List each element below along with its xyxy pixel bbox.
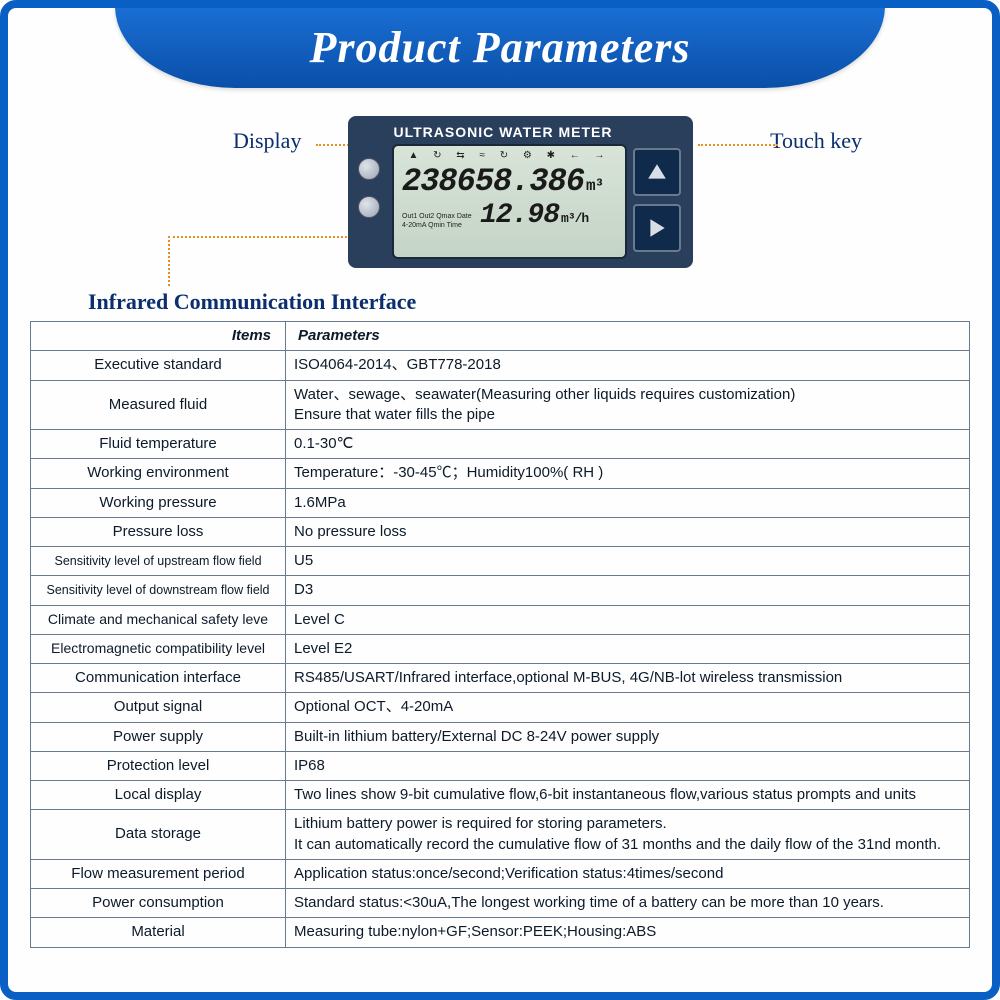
table-header-items: Items [31,322,286,351]
lcd-main-value: 238658.386 [402,163,584,200]
table-cell-item: Pressure loss [31,517,286,546]
table-cell-item: Protection level [31,751,286,780]
label-touch-key: Touch key [770,128,862,154]
leader-line [698,144,778,146]
table-row: Climate and mechanical safety leveLevel … [31,605,970,634]
table-cell-item: Measured fluid [31,380,286,430]
device-title: ULTRASONIC WATER METER [388,124,618,140]
table-cell-param: IP68 [286,751,970,780]
table-cell-item: Climate and mechanical safety leve [31,605,286,634]
table-row: Electromagnetic compatibility levelLevel… [31,634,970,663]
table-row: Pressure lossNo pressure loss [31,517,970,546]
table-cell-item: Power consumption [31,889,286,918]
label-infrared: Infrared Communication Interface [88,289,416,315]
device-diagram: Display Touch key Infrared Communication… [8,96,992,321]
table-cell-item: Fluid temperature [31,430,286,459]
table-cell-item: Flow measurement period [31,859,286,888]
table-cell-param: Measuring tube:nylon+GF;Sensor:PEEK;Hous… [286,918,970,947]
table-row: Working environmentTemperature：-30-45℃；H… [31,459,970,488]
table-cell-item: Output signal [31,693,286,722]
table-header-parameters: Parameters [286,322,970,351]
table-row: Measured fluidWater、sewage、seawater(Meas… [31,380,970,430]
table-cell-param: No pressure loss [286,517,970,546]
table-row: Output signalOptional OCT、4-20mA [31,693,970,722]
page-title: Product Parameters [310,22,691,73]
table-cell-item: Power supply [31,722,286,751]
ir-button-group [358,144,386,259]
table-cell-param: ISO4064-2014、GBT778-2018 [286,351,970,380]
table-cell-param: Level E2 [286,634,970,663]
table-row: Data storageLithium battery power is req… [31,810,970,860]
table-cell-param: 0.1-30℃ [286,430,970,459]
lcd-sec-unit: m³/h [561,211,588,226]
table-cell-param: Two lines show 9-bit cumulative flow,6-b… [286,781,970,810]
touch-key-group [633,144,683,259]
lcd-main-reading: 238658.386m³ [402,166,617,198]
table-cell-item: Sensitivity level of downstream flow fie… [31,576,286,605]
lcd-sec-value: 12.98 [480,200,559,231]
table-row: Fluid temperature0.1-30℃ [31,430,970,459]
table-cell-item: Communication interface [31,664,286,693]
table-row: Sensitivity level of downstream flow fie… [31,576,970,605]
table-row: Communication interfaceRS485/USART/Infra… [31,664,970,693]
table-cell-item: Local display [31,781,286,810]
table-cell-item: Working environment [31,459,286,488]
title-shape: Product Parameters [115,6,885,88]
touch-key-up[interactable] [633,148,681,196]
leader-line [168,236,363,238]
table-row: Power supplyBuilt-in lithium battery/Ext… [31,722,970,751]
device-panel: ULTRASONIC WATER METER ▲ ↻ ⇆ ≈ ↻ ⚙ ✱ ← →… [348,116,693,268]
lcd-status-icons: ▲ ↻ ⇆ ≈ ↻ ⚙ ✱ ← → [402,150,617,164]
touch-key-right[interactable] [633,204,681,252]
table-cell-param: Water、sewage、seawater(Measuring other li… [286,380,970,430]
table-row: Executive standardISO4064-2014、GBT778-20… [31,351,970,380]
parameters-table: ItemsParametersExecutive standardISO4064… [30,321,970,948]
table-cell-param: Standard status:<30uA,The longest workin… [286,889,970,918]
table-cell-param: Application status:once/second;Verificat… [286,859,970,888]
ir-button-icon [358,196,380,218]
table-cell-param: 1.6MPa [286,488,970,517]
table-row: MaterialMeasuring tube:nylon+GF;Sensor:P… [31,918,970,947]
table-row: Local displayTwo lines show 9-bit cumula… [31,781,970,810]
leader-line [168,236,170,286]
table-cell-param: Built-in lithium battery/External DC 8-2… [286,722,970,751]
table-cell-item: Data storage [31,810,286,860]
lcd-secondary-reading: 12.98m³/h [480,202,588,230]
table-row: Protection levelIP68 [31,751,970,780]
lcd-status-text: Out1 Out2 Qmax Date 4-20mA Qmin Time [402,213,480,230]
triangle-up-icon [646,161,668,183]
lcd-main-unit: m³ [586,177,603,195]
lcd-display: ▲ ↻ ⇆ ≈ ↻ ⚙ ✱ ← → 238658.386m³ Out1 Out2… [392,144,627,259]
table-cell-param: U5 [286,547,970,576]
table-cell-param: Temperature：-30-45℃；Humidity100%( RH ) [286,459,970,488]
table-cell-item: Material [31,918,286,947]
table-row: Working pressure1.6MPa [31,488,970,517]
table-row: Power consumptionStandard status:<30uA,T… [31,889,970,918]
label-display: Display [233,128,301,154]
table-cell-param: D3 [286,576,970,605]
table-cell-item: Executive standard [31,351,286,380]
title-banner: Product Parameters [8,6,992,96]
table-cell-param: Level C [286,605,970,634]
table-cell-param: Lithium battery power is required for st… [286,810,970,860]
table-row: Sensitivity level of upstream flow field… [31,547,970,576]
table-cell-item: Electromagnetic compatibility level [31,634,286,663]
table-row: Flow measurement periodApplication statu… [31,859,970,888]
ir-button-icon [358,158,380,180]
table-cell-item: Working pressure [31,488,286,517]
triangle-right-icon [646,217,668,239]
table-cell-param: RS485/USART/Infrared interface,optional … [286,664,970,693]
table-cell-item: Sensitivity level of upstream flow field [31,547,286,576]
table-cell-param: Optional OCT、4-20mA [286,693,970,722]
